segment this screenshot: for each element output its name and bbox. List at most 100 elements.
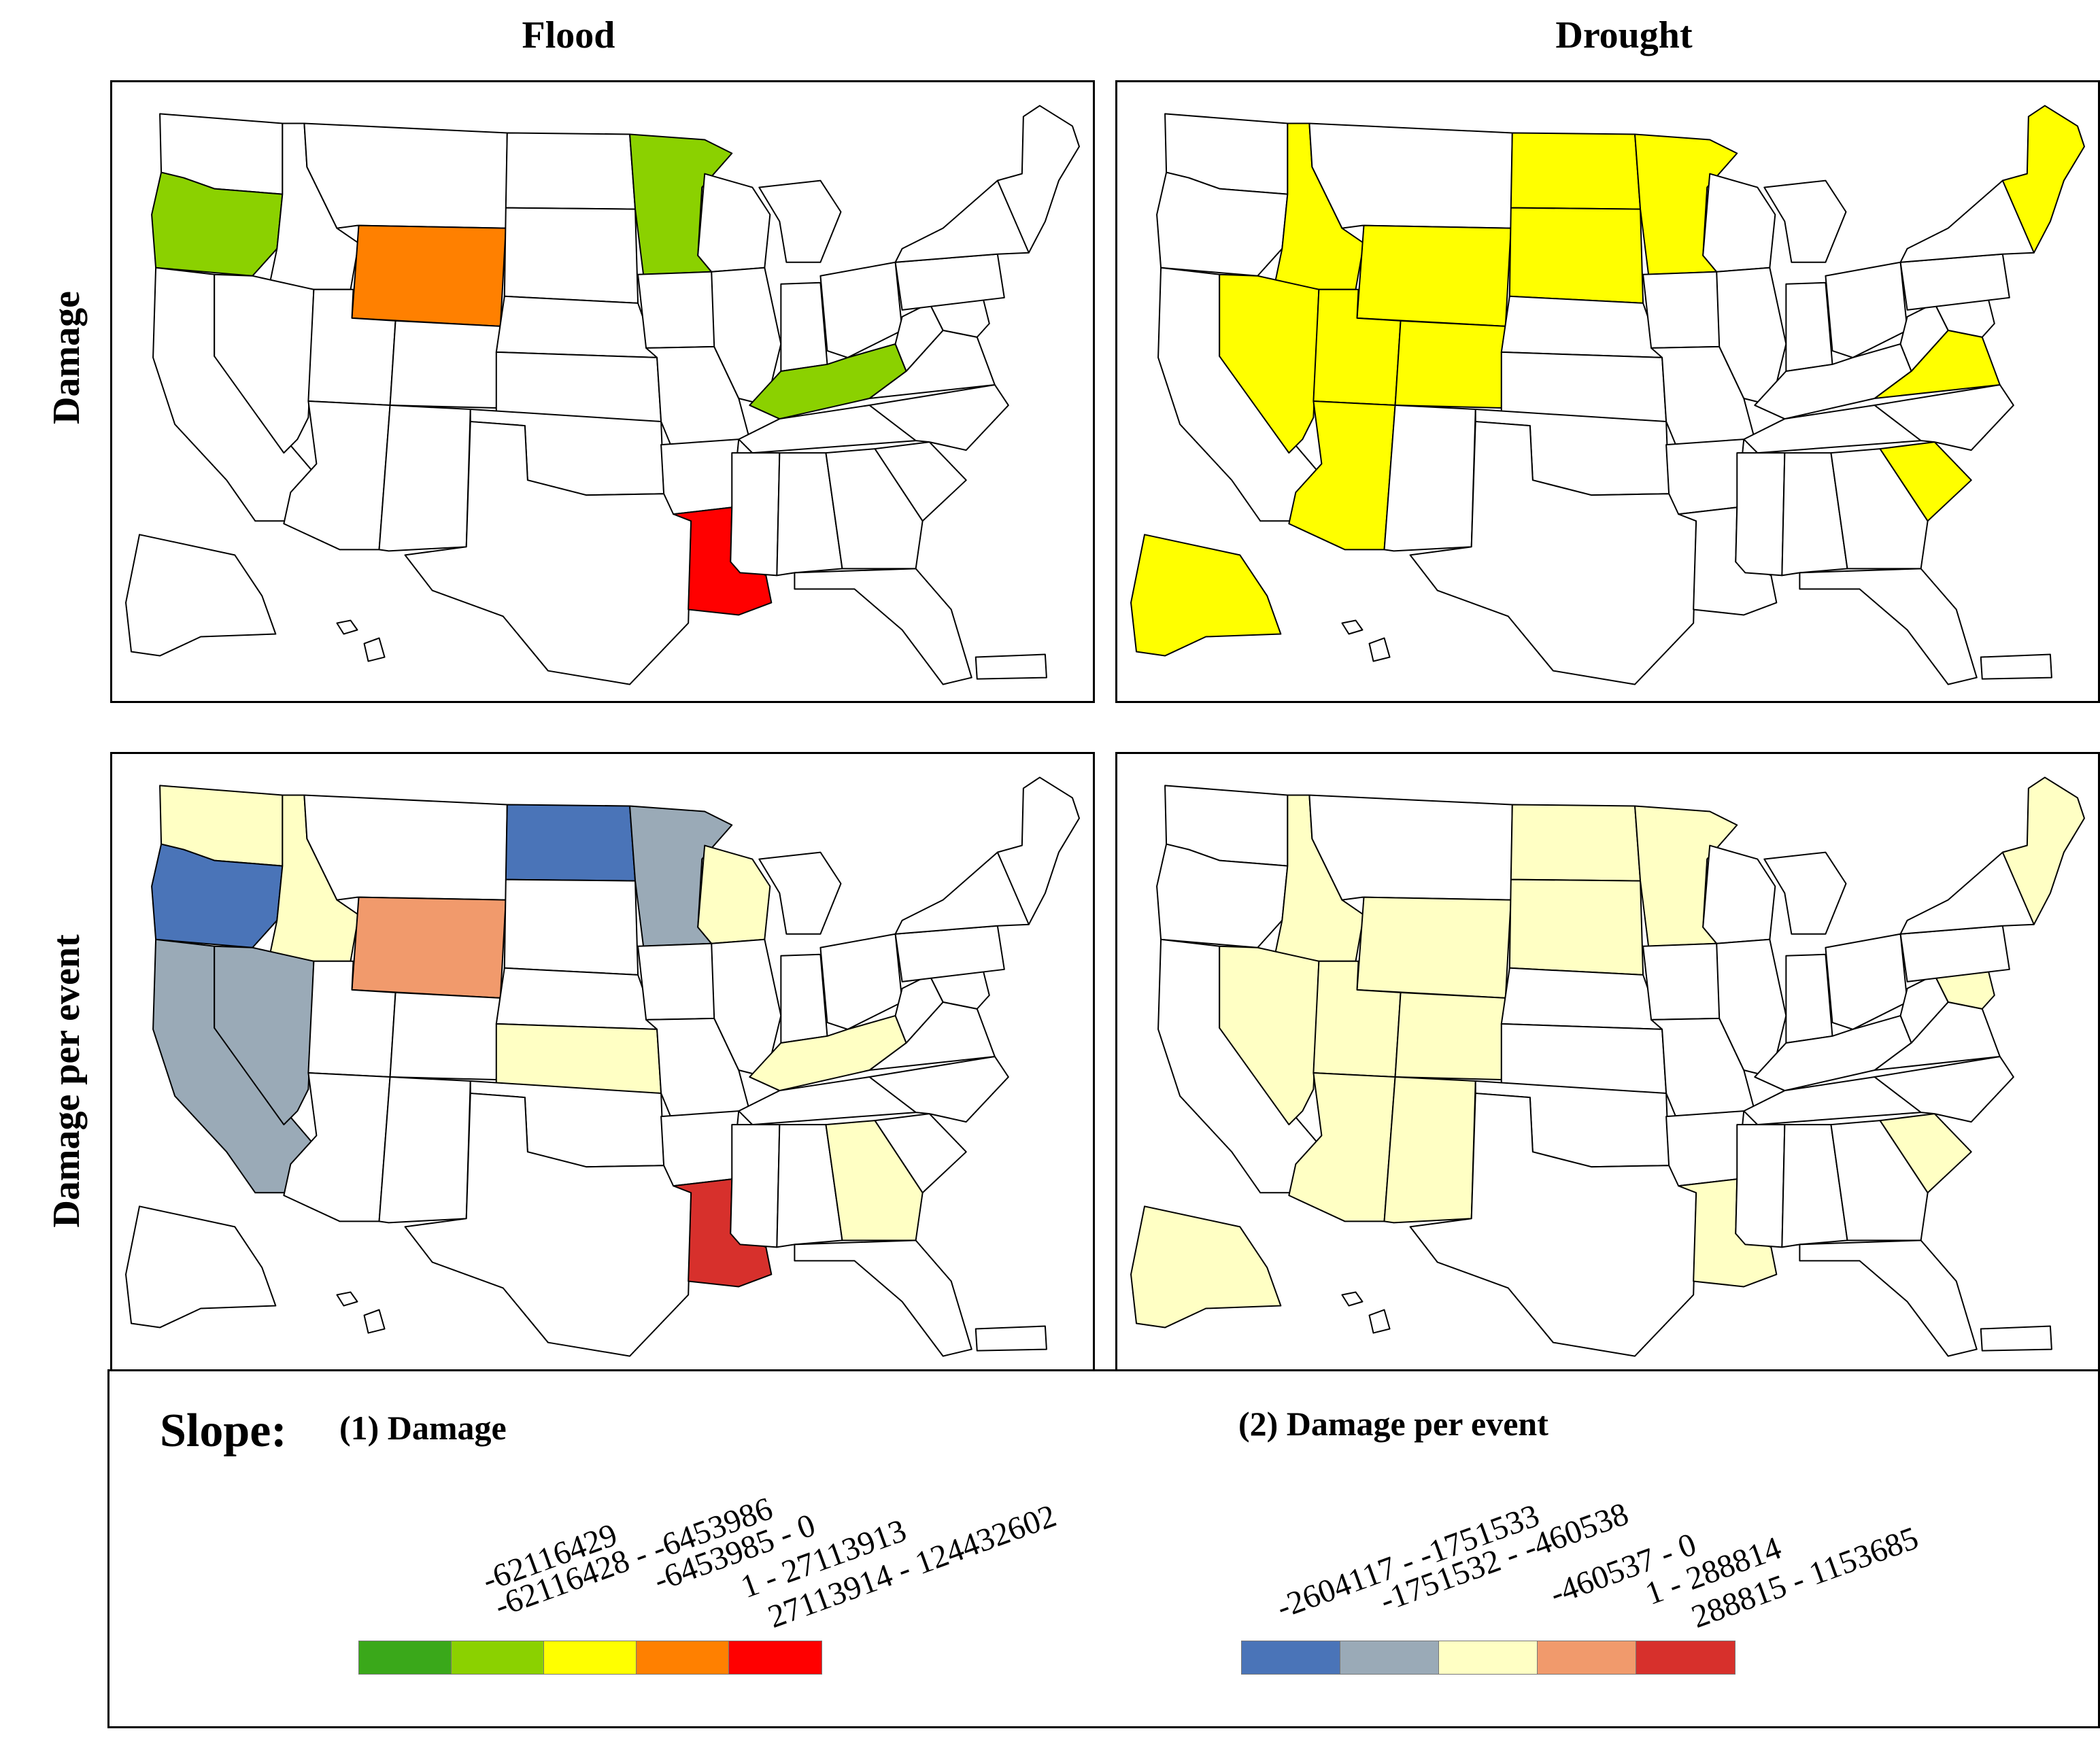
us-map-drought-per-event xyxy=(1130,776,2085,1357)
state-new-mexico xyxy=(378,405,471,552)
state-arkansas xyxy=(1665,439,1745,515)
map-panel-drought-per-event xyxy=(1115,752,2100,1375)
swatch-per-event-2 xyxy=(1340,1641,1439,1674)
state-georgia xyxy=(825,1120,924,1241)
state-puerto-rico xyxy=(975,1325,1047,1352)
state-hawaii-big xyxy=(1368,1309,1391,1334)
state-colorado xyxy=(389,320,501,409)
state-alabama xyxy=(776,452,843,577)
state-south-carolina xyxy=(874,441,967,522)
swatch-damage-1 xyxy=(359,1641,452,1674)
state-indiana xyxy=(780,953,828,1044)
state-montana xyxy=(303,794,508,901)
state-new-mexico xyxy=(1383,1076,1476,1224)
map-panel-flood-damage xyxy=(110,80,1095,703)
column-title-flood: Flood xyxy=(522,14,615,56)
state-north-dakota xyxy=(505,804,637,882)
state-nebraska xyxy=(495,967,658,1030)
state-new-england xyxy=(2001,105,2085,254)
state-florida xyxy=(1799,568,1978,685)
us-map-flood-damage xyxy=(125,105,1080,685)
state-michigan xyxy=(758,179,842,263)
state-arkansas xyxy=(1665,1110,1745,1187)
state-nevada xyxy=(214,273,315,454)
state-hawaii-big xyxy=(1368,637,1391,662)
legend-damage-swatches xyxy=(358,1641,822,1675)
legend-damage-title: (1) Damage xyxy=(339,1409,507,1447)
swatch-per-event-3 xyxy=(1439,1641,1538,1674)
state-pennsylvania xyxy=(1899,253,2010,311)
swatch-damage-2 xyxy=(452,1641,544,1674)
state-indiana xyxy=(1785,281,1833,372)
state-new-mexico xyxy=(378,1076,471,1224)
state-michigan xyxy=(1763,179,1847,263)
swatch-per-event-5 xyxy=(1636,1641,1735,1674)
state-florida xyxy=(1799,1239,1978,1357)
state-nebraska xyxy=(495,295,658,358)
state-new-mexico xyxy=(1383,405,1476,552)
state-north-dakota xyxy=(505,132,637,210)
state-colorado xyxy=(1394,320,1506,409)
row-title-damage-per-event: Damage per event xyxy=(46,934,88,1228)
state-colorado xyxy=(389,991,501,1081)
state-hawaii xyxy=(336,619,358,635)
state-kansas xyxy=(1500,1023,1667,1095)
state-michigan xyxy=(1763,851,1847,935)
state-montana xyxy=(1308,122,1513,229)
state-wyoming xyxy=(1356,896,1512,999)
state-north-dakota xyxy=(1510,132,1642,210)
state-nevada xyxy=(214,945,315,1126)
state-south-dakota xyxy=(1508,878,1644,976)
state-puerto-rico xyxy=(1980,1325,2052,1352)
state-montana xyxy=(303,122,508,229)
state-ohio xyxy=(819,261,903,358)
swatch-per-event-4 xyxy=(1538,1641,1636,1674)
state-florida xyxy=(794,568,972,685)
us-map-drought-damage xyxy=(1130,105,2085,685)
state-wyoming xyxy=(351,224,507,327)
state-indiana xyxy=(780,281,828,372)
swatch-damage-4 xyxy=(637,1641,729,1674)
state-mississippi xyxy=(730,1124,781,1248)
state-alabama xyxy=(776,1124,843,1248)
state-alaska xyxy=(1130,1205,1282,1329)
state-alabama xyxy=(1781,1124,1848,1248)
state-ohio xyxy=(1825,261,1908,358)
state-wyoming xyxy=(1356,224,1512,327)
state-hawaii xyxy=(1341,619,1364,635)
state-pennsylvania xyxy=(894,253,1005,311)
state-arkansas xyxy=(660,439,740,515)
state-georgia xyxy=(1830,448,1929,570)
state-georgia xyxy=(825,448,924,570)
state-georgia xyxy=(1830,1120,1929,1241)
state-puerto-rico xyxy=(975,653,1047,680)
map-panel-flood-per-event xyxy=(110,752,1095,1375)
state-colorado xyxy=(1394,991,1506,1081)
swatch-per-event-1 xyxy=(1242,1641,1340,1674)
state-north-dakota xyxy=(1510,804,1642,882)
state-ohio xyxy=(819,933,903,1030)
state-mississippi xyxy=(1735,452,1786,577)
state-texas xyxy=(1409,1093,1697,1357)
state-kansas xyxy=(495,351,662,423)
state-south-carolina xyxy=(874,1113,967,1194)
state-pennsylvania xyxy=(1899,925,2010,982)
legend-box: Slope: (1) Damage (2) Damage per event -… xyxy=(107,1369,2100,1728)
state-south-carolina xyxy=(1879,1113,1972,1194)
legend-per-event-title: (2) Damage per event xyxy=(1238,1405,1548,1443)
state-nevada xyxy=(1219,945,1320,1126)
state-wyoming xyxy=(351,896,507,999)
map-panel-drought-damage xyxy=(1115,80,2100,703)
state-new-england xyxy=(996,105,1080,254)
state-pennsylvania xyxy=(894,925,1005,982)
row-title-damage: Damage xyxy=(46,291,88,424)
state-michigan xyxy=(758,851,842,935)
state-texas xyxy=(404,421,692,685)
state-texas xyxy=(404,1093,692,1357)
state-kansas xyxy=(495,1023,662,1095)
state-south-dakota xyxy=(503,207,639,304)
state-new-england xyxy=(2001,776,2085,925)
state-mississippi xyxy=(730,452,781,577)
state-nebraska xyxy=(1500,967,1663,1030)
column-title-drought: Drought xyxy=(1555,14,1693,56)
